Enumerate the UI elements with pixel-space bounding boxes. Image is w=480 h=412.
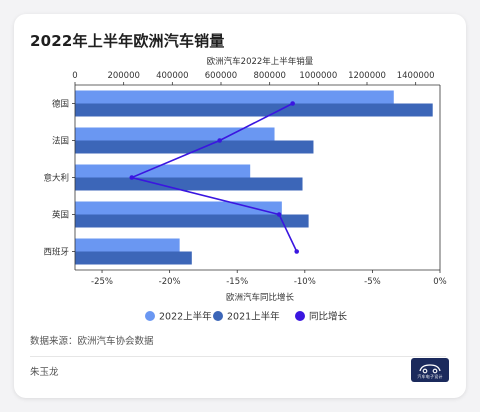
legend-marker	[295, 311, 305, 321]
bar-2021	[75, 251, 192, 265]
bar-2022	[75, 164, 251, 178]
bar-2021	[75, 140, 314, 154]
bar-2022	[75, 90, 394, 104]
bars-group	[75, 90, 433, 265]
bottom-tick-label: -10%	[294, 277, 316, 287]
growth-point	[290, 101, 295, 106]
bar-2022	[75, 127, 275, 141]
growth-line-group	[129, 101, 300, 254]
top-axis-label: 欧洲汽车2022年上半年销量	[207, 56, 314, 67]
growth-point	[129, 175, 135, 180]
bar-2022	[75, 201, 282, 215]
category-label: 德国	[52, 99, 69, 110]
top-axis-ticks: 0 200000 400000 600000 800000 1000000 1200000 1…	[72, 71, 435, 85]
top-tick-label: 800000	[253, 71, 285, 81]
top-tick-label: 400000	[156, 71, 188, 81]
legend-label: 同比增长	[309, 311, 348, 323]
category-label: 西班牙	[43, 247, 69, 258]
chart-legend: 2022上半年 2021上半年 同比增长	[145, 311, 348, 323]
top-tick-label: 200000	[107, 71, 139, 81]
car-icon	[419, 363, 441, 373]
bottom-tick-label: -20%	[159, 277, 181, 287]
bottom-axis-label: 欧洲汽车同比增长	[226, 292, 295, 303]
divider	[30, 356, 446, 357]
top-tick-label: 600000	[205, 71, 237, 81]
brand-logo: 汽车电子设计	[411, 358, 449, 382]
bar-2021	[75, 214, 309, 228]
legend-label: 2021上半年	[227, 311, 280, 323]
top-tick-label: 0	[72, 71, 77, 81]
category-label: 法国	[52, 136, 69, 147]
bottom-axis-ticks: -25% -20% -15% -10% -5% 0%	[91, 270, 447, 287]
bottom-tick-label: -25%	[91, 277, 113, 287]
bar-2022	[75, 238, 180, 252]
author-name: 朱玉龙	[30, 367, 59, 378]
growth-point	[217, 138, 222, 143]
logo-text: 汽车电子设计	[417, 373, 443, 379]
legend-label: 2022上半年	[159, 311, 212, 323]
top-tick-label: 1200000	[348, 71, 386, 81]
bottom-tick-label: -15%	[226, 277, 248, 287]
legend-marker	[213, 311, 223, 321]
category-label: 英国	[52, 210, 69, 221]
bar-2021	[75, 177, 303, 191]
category-label: 意大利	[43, 173, 69, 184]
legend-marker	[145, 311, 155, 321]
bottom-tick-label: -5%	[364, 277, 381, 287]
data-source: 数据来源：欧洲汽车协会数据	[30, 336, 154, 347]
growth-point	[294, 249, 300, 254]
bottom-tick-label: 0%	[433, 277, 447, 287]
bar-2021	[75, 103, 433, 117]
growth-point	[276, 212, 282, 217]
top-tick-label: 1000000	[299, 71, 337, 81]
top-tick-label: 1400000	[397, 71, 435, 81]
chart-title: 2022年上半年欧洲汽车销量	[30, 32, 225, 50]
